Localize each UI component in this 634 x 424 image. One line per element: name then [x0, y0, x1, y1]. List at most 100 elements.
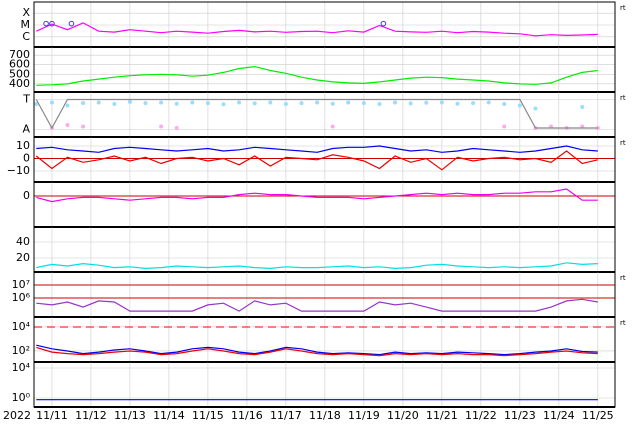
data-dot — [408, 101, 413, 106]
series-line — [36, 346, 598, 357]
series-line — [35, 150, 598, 171]
data-dot — [361, 101, 366, 106]
x-tick-label: 11/23 — [504, 409, 536, 422]
series-line — [36, 298, 598, 312]
data-dot — [34, 102, 39, 106]
data-dot — [143, 101, 148, 106]
year-label: 2022 — [3, 409, 31, 422]
panel-frame — [33, 271, 616, 318]
series-line — [36, 145, 598, 153]
data-dot — [221, 102, 226, 107]
series-line — [36, 188, 598, 203]
x-tick-label: 11/19 — [348, 409, 380, 422]
y-tick-label: 0 — [23, 189, 30, 202]
right-label: rt — [620, 274, 626, 282]
x-tick-label: 11/14 — [153, 409, 185, 422]
y-tick-label: 10 — [16, 139, 30, 152]
x-tick-label: 11/17 — [270, 409, 302, 422]
series-line — [35, 98, 598, 130]
data-dot — [299, 101, 304, 106]
y-tick-label: T — [22, 93, 30, 106]
data-dot — [237, 100, 242, 105]
y-tick-label: 10⁴ — [12, 320, 31, 333]
x-tick-label: 11/11 — [36, 409, 68, 422]
data-dot — [455, 101, 460, 106]
data-dot — [65, 103, 70, 108]
data-dot — [346, 100, 351, 105]
event-marker — [49, 20, 55, 27]
data-dot — [377, 102, 382, 106]
data-dot — [190, 100, 195, 105]
y-tick-label: −10 — [7, 164, 30, 177]
panel-frame — [33, 181, 616, 228]
series-line — [36, 262, 598, 270]
y-tick-label: 40 — [16, 235, 30, 248]
y-tick-label: 600 — [9, 58, 30, 71]
y-tick-label: A — [22, 123, 30, 136]
data-dot — [96, 100, 101, 105]
y-tick-label: 400 — [9, 77, 30, 90]
y-tick-label: 10² — [12, 344, 30, 357]
data-dot — [439, 100, 444, 105]
right-label: rt — [620, 319, 626, 327]
data-dot — [268, 100, 273, 105]
y-tick-label: 0 — [23, 152, 30, 165]
data-dot — [533, 106, 538, 111]
x-tick-label: 11/13 — [114, 409, 146, 422]
data-dot — [127, 99, 132, 104]
series-line — [36, 22, 598, 37]
data-dot — [112, 102, 117, 106]
data-dot — [283, 102, 288, 106]
data-dot — [486, 100, 491, 105]
data-dot — [174, 101, 179, 106]
series-line — [36, 344, 598, 356]
data-dot — [205, 101, 210, 106]
data-dot — [65, 123, 70, 127]
data-dot — [81, 124, 86, 129]
y-tick-label: 500 — [9, 67, 30, 80]
y-tick-label: 10⁷ — [12, 278, 30, 291]
y-tick-label: M — [21, 18, 31, 31]
x-tick-label: 11/24 — [543, 409, 575, 422]
data-dot — [159, 124, 164, 129]
x-tick-label: 11/15 — [192, 409, 224, 422]
data-dot — [330, 124, 335, 129]
data-dot — [471, 101, 476, 106]
data-dot — [502, 124, 507, 129]
event-marker — [68, 20, 75, 27]
right-label: rt — [620, 94, 626, 102]
data-dot — [81, 101, 86, 106]
y-tick-label: 20 — [16, 251, 30, 264]
data-dot — [159, 100, 164, 105]
y-tick-label: 10⁶ — [12, 291, 31, 304]
data-dot — [49, 100, 54, 105]
panel-frame — [33, 1, 616, 48]
panel-frame — [33, 226, 616, 273]
y-tick-label: 10⁰ — [12, 391, 31, 404]
panel-frame — [33, 46, 616, 93]
x-tick-label: 11/22 — [465, 409, 497, 422]
x-tick-label: 11/16 — [231, 409, 263, 422]
data-dot — [517, 103, 522, 108]
x-tick-label: 11/18 — [309, 409, 341, 422]
series-line — [36, 65, 598, 86]
data-dot — [424, 100, 429, 105]
y-tick-label: 700 — [9, 48, 30, 61]
data-dot — [580, 105, 585, 109]
data-dot — [330, 101, 335, 106]
right-label: rt — [620, 139, 626, 147]
data-dot — [174, 126, 179, 130]
data-dot — [595, 126, 600, 130]
x-tick-label: 11/25 — [582, 409, 614, 422]
y-tick-label: 10⁴ — [12, 361, 31, 374]
event-marker — [380, 20, 387, 27]
x-tick-label: 11/12 — [75, 409, 107, 422]
x-tick-label: 11/21 — [426, 409, 458, 422]
x-tick-label: 11/20 — [387, 409, 419, 422]
y-tick-label: X — [22, 6, 30, 19]
data-dot — [315, 100, 320, 105]
event-marker — [43, 20, 49, 27]
panel-frame — [33, 316, 616, 363]
right-label: rt — [620, 4, 626, 12]
